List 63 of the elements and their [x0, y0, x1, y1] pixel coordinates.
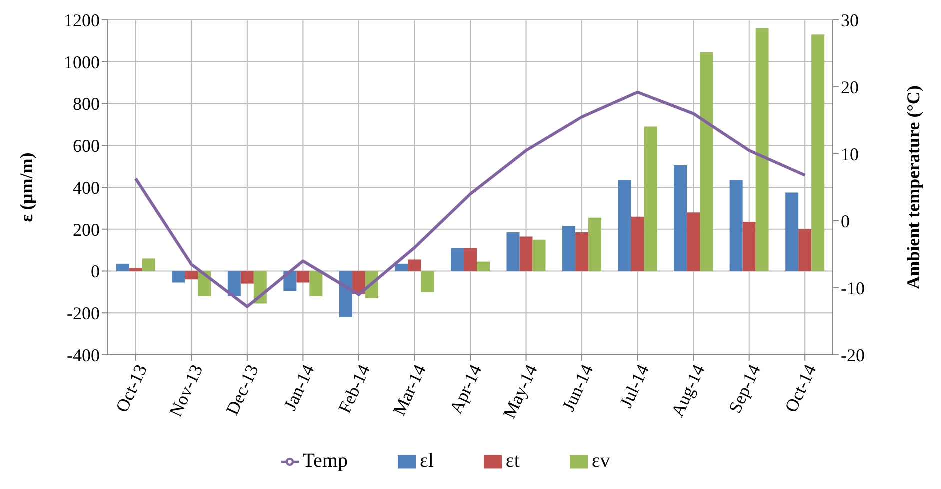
legend-label: εt — [506, 450, 520, 472]
y-tick-label: 200 — [73, 220, 100, 240]
bar — [700, 52, 714, 272]
bar — [730, 180, 743, 272]
bar — [618, 180, 632, 272]
x-tick-label: Oct-13 — [112, 362, 152, 416]
y2-tick-label: 0 — [841, 211, 850, 232]
legend-label: εv — [592, 450, 610, 472]
x-tick-label: Jun-14 — [558, 362, 598, 414]
bar — [520, 236, 533, 272]
bar — [644, 126, 658, 272]
y2-tick-label: 20 — [841, 77, 859, 98]
x-tick-label: Jan-14 — [280, 362, 318, 414]
bar — [129, 268, 142, 272]
y-tick-label: 600 — [73, 136, 100, 156]
bar — [310, 271, 323, 296]
bar — [532, 240, 546, 272]
legend-label: Temp — [302, 450, 348, 472]
y2-tick-label: -20 — [841, 345, 865, 366]
bar — [142, 258, 156, 272]
y-tick-label: 400 — [73, 178, 100, 198]
y-tick-label: -400 — [67, 345, 100, 366]
bar — [476, 262, 490, 272]
bar — [631, 216, 644, 272]
line-series — [134, 90, 807, 308]
y-tick-label: 0 — [91, 262, 100, 282]
bar — [185, 271, 198, 280]
bar — [742, 222, 756, 272]
y-tick-label: -200 — [67, 304, 100, 324]
y2-tick-label: -10 — [841, 278, 865, 298]
bar — [506, 232, 520, 272]
bar — [408, 260, 422, 272]
bar — [674, 166, 688, 272]
x-tick-label: Apr-14 — [446, 362, 486, 417]
bar — [588, 218, 602, 272]
x-tick-label: Sep-14 — [724, 362, 765, 416]
bar — [786, 192, 799, 272]
y2-tick-label: 10 — [841, 144, 859, 164]
bar — [228, 271, 241, 296]
bar — [339, 271, 352, 318]
y2-axis-title: Ambient temperature (°C) — [903, 86, 924, 290]
y2-tick-label: 30 — [841, 10, 859, 30]
y-axis-title: ε (µm/m) — [16, 152, 36, 222]
bar — [562, 226, 576, 272]
x-tick-label: Oct-14 — [781, 362, 820, 416]
bar — [172, 271, 186, 283]
legend-label: εl — [420, 450, 434, 472]
bar — [450, 248, 464, 272]
y-tick-label: 1200 — [64, 10, 100, 30]
bar — [116, 264, 130, 272]
bar — [812, 34, 825, 272]
bar — [464, 248, 477, 272]
bar — [798, 229, 812, 272]
bar — [576, 232, 589, 272]
bar — [687, 212, 700, 272]
bar — [240, 271, 254, 284]
bar — [756, 28, 769, 272]
bar — [395, 264, 408, 272]
y-tick-label: 1000 — [64, 52, 100, 72]
y-tick-label: 800 — [73, 94, 100, 114]
bar — [421, 271, 434, 292]
bar — [296, 271, 310, 283]
x-tick-label: Jul-14 — [616, 362, 654, 411]
